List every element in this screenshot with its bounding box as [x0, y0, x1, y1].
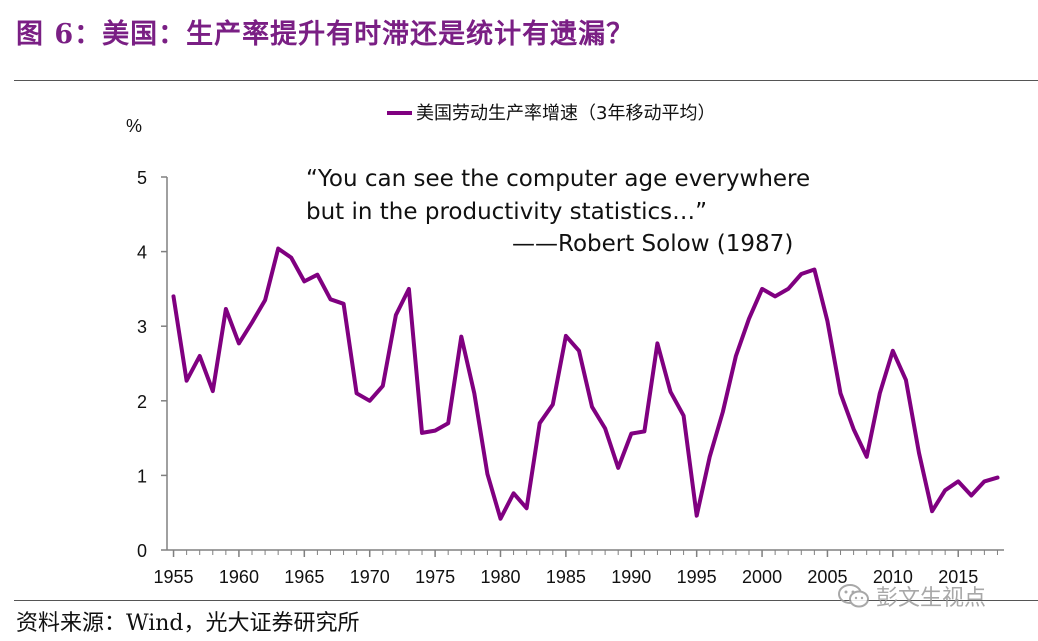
legend-label: 美国劳动生产率增速（3年移动平均）: [416, 103, 715, 124]
wechat-icon: [838, 583, 870, 609]
x-tick-label: 1970: [350, 567, 390, 587]
x-tick-label: 1990: [611, 567, 651, 587]
source-note: 资料来源：Wind，光大证券研究所: [16, 611, 360, 636]
bottom-divider: [14, 600, 1038, 601]
y-tick-label: 2: [137, 392, 147, 412]
x-tick-label: 1955: [154, 567, 194, 587]
x-tick-label: 1975: [415, 567, 455, 587]
y-axis-ticks: 0 1 2 3 4 5: [137, 168, 167, 561]
figure-title: 图 6：美国：生产率提升有时滞还是统计有遗漏？: [16, 19, 635, 50]
quote-line-1: “You can see the computer age everywhere: [306, 166, 810, 192]
data-points: [173, 248, 998, 519]
y-tick-label: 3: [137, 317, 147, 337]
watermark-text: 彭文生视点: [876, 586, 987, 611]
x-tick-label: 2015: [938, 567, 978, 587]
y-axis-unit-label: %: [126, 116, 142, 136]
top-divider: [14, 80, 1038, 81]
x-tick-label: 1965: [284, 567, 324, 587]
x-tick-label: 1960: [219, 567, 259, 587]
x-axis-ticks: 1955 1960 1965 1970 1975 1980 1985 1990 1995 2000…: [154, 550, 998, 587]
y-tick-label: 0: [137, 541, 147, 561]
x-tick-label: 2000: [742, 567, 782, 587]
chart-axes: [166, 177, 1004, 551]
x-tick-label: 1995: [677, 567, 717, 587]
productivity-growth-line: [171, 246, 1000, 521]
x-tick-label: 2005: [807, 567, 847, 587]
quote-attribution: ——Robert Solow (1987): [512, 231, 793, 257]
x-tick-label: 1985: [546, 567, 586, 587]
x-tick-label: 1980: [480, 567, 520, 587]
watermark: 彭文生视点: [838, 580, 986, 612]
y-tick-label: 1: [137, 466, 147, 486]
x-tick-label: 2010: [873, 567, 913, 587]
solow-quote-annotation: “You can see the computer age everywhere…: [306, 166, 810, 257]
chart-legend: 美国劳动生产率增速（3年移动平均）: [387, 103, 715, 124]
y-tick-label: 4: [137, 243, 147, 263]
y-tick-label: 5: [137, 168, 147, 188]
quote-line-2: but in the productivity statistics…”: [306, 199, 707, 225]
